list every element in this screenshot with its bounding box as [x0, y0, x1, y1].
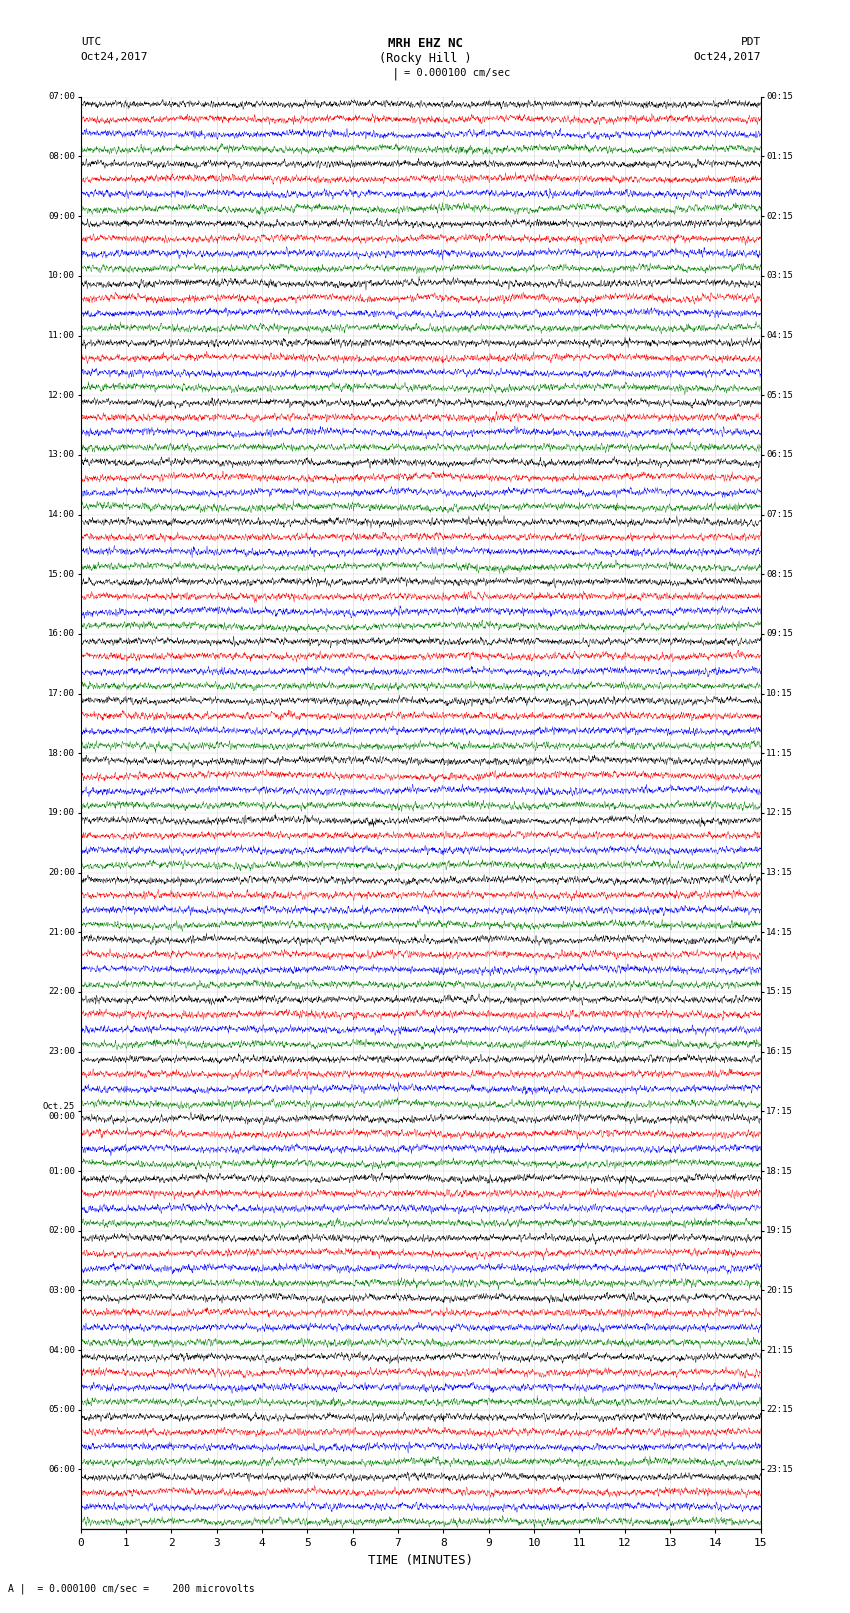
- Text: = 0.000100 cm/sec: = 0.000100 cm/sec: [404, 68, 510, 77]
- Text: UTC: UTC: [81, 37, 101, 47]
- Text: (Rocky Hill ): (Rocky Hill ): [379, 52, 471, 65]
- Text: A |  = 0.000100 cm/sec =    200 microvolts: A | = 0.000100 cm/sec = 200 microvolts: [8, 1582, 255, 1594]
- Text: MRH EHZ NC: MRH EHZ NC: [388, 37, 462, 50]
- Text: Oct24,2017: Oct24,2017: [81, 52, 148, 61]
- X-axis label: TIME (MINUTES): TIME (MINUTES): [368, 1553, 473, 1566]
- Text: Oct24,2017: Oct24,2017: [694, 52, 761, 61]
- Text: PDT: PDT: [740, 37, 761, 47]
- Text: |: |: [392, 68, 399, 81]
